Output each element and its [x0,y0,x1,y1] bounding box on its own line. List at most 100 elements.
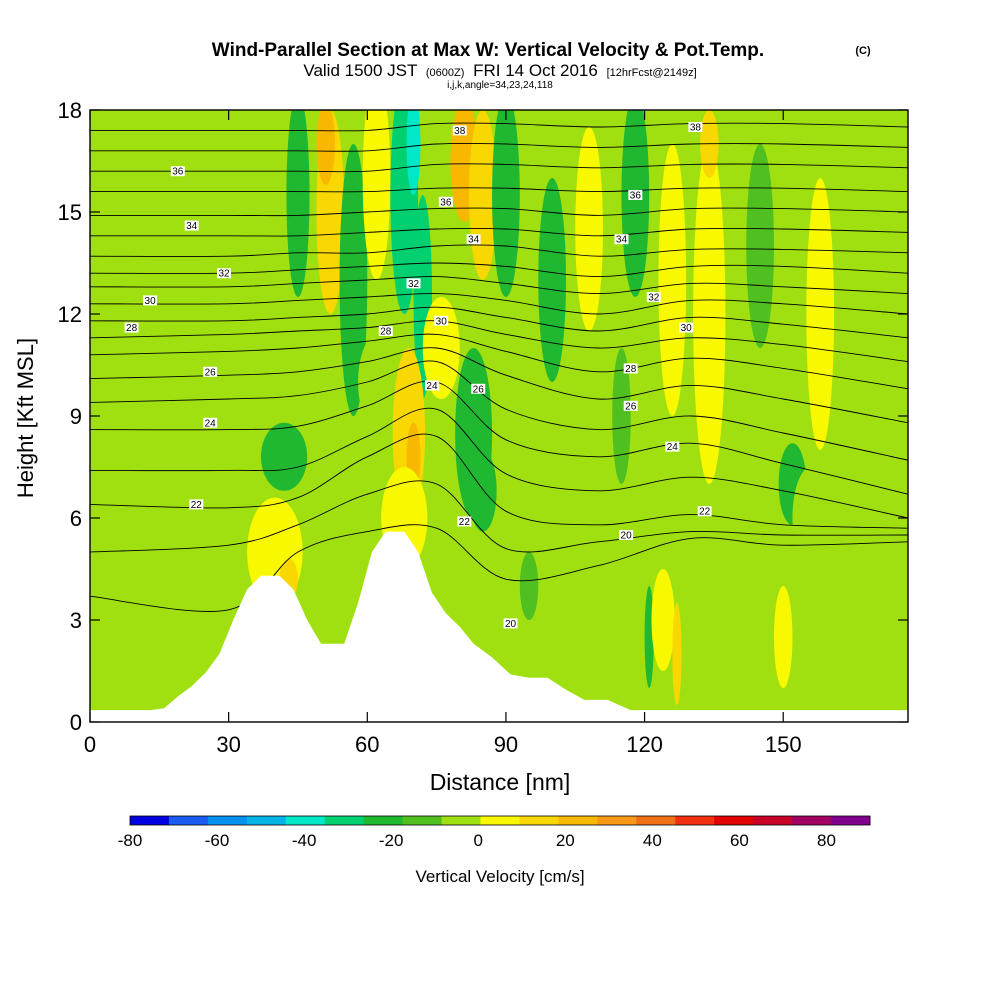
subtitle-utc: (0600Z) [426,67,465,79]
subtitle-indices: i,j,k,angle=34,23,24,118 [447,80,553,91]
velocity-cell-47 [741,382,779,518]
velocity-cell-50 [815,603,844,705]
velocity-cell-43 [746,144,774,348]
colorbar-swatch-1 [130,816,170,825]
contour-label-22: 24 [426,381,438,392]
contour-label-bg-12 [143,295,158,306]
x-tick-label-0: 0 [84,732,96,757]
contour-label-19: 26 [473,384,485,395]
theta-contour-38 [90,142,908,152]
contour-label-20: 26 [625,401,637,412]
colorbar-tick-label--60: -60 [205,831,230,850]
contour-label-7: 34 [468,235,480,246]
contour-label-10: 32 [408,279,420,290]
contour-label-bg-26 [697,506,712,517]
contour-label-3: 36 [172,167,184,178]
theta-contour-39 [90,122,908,132]
velocity-cell-31 [533,569,571,705]
theta-contour-30 [90,293,908,315]
x-tick-label-120: 120 [626,732,663,757]
chart-subtitle: Valid 1500 JST (0600Z) FRI 14 Oct 2016 [… [303,61,696,80]
contour-label-11: 32 [648,293,660,304]
colorbar-swatch-2 [168,816,209,825]
contour-label-bg-20 [623,400,638,411]
contour-label-bg-7 [466,234,481,245]
contour-label-15: 28 [126,323,138,334]
contour-label-23: 24 [667,442,679,453]
contour-label-8: 34 [616,235,628,246]
contour-label-bg-4 [438,196,453,207]
colorbar-tick-label-0: 0 [474,831,483,850]
velocity-cell-4 [173,494,238,576]
contour-label-24: 22 [191,500,203,511]
colorbar-tick-label-40: 40 [643,831,662,850]
title-mark: (C) [855,45,871,57]
x-axis-label: Distance [nm] [430,769,571,795]
velocity-cell-34 [612,348,631,484]
velocity-cell-10 [316,110,335,185]
velocity-cell-35 [621,110,650,297]
contour-label-bg-13 [434,315,449,326]
contour-label-16: 28 [380,327,392,338]
velocity-cell-48 [773,586,793,688]
contour-label-9: 32 [218,269,230,280]
x-tick-label-60: 60 [355,732,379,757]
colorbar-swatch-9 [441,816,481,825]
plot-area: 38 38 36 36 36 34 34 34 32 32 32 30 30 30 28 28 28 26 26 26… [90,110,908,722]
contour-label-bg-21 [203,417,218,428]
colorbar-swatch-3 [207,816,248,825]
colorbar-swatch-7 [363,816,404,825]
y-tick-label-18: 18 [58,98,82,123]
theta-contour-33 [90,244,908,257]
x-tick-label-90: 90 [494,732,518,757]
contour-label-bg-22 [424,380,439,391]
terrain-mask [90,531,908,722]
contour-label-bg-1 [452,125,467,136]
contour-label-13: 30 [436,316,448,327]
colorbar-swatch-15 [675,816,715,825]
theta-contour-31 [90,276,908,295]
y-tick-label-3: 3 [70,608,82,633]
contour-label-27: 20 [621,531,633,542]
y-tick-label-9: 9 [70,404,82,429]
contour-label-bg-6 [184,220,199,231]
theta-contour-28 [90,320,908,363]
colorbar-swatch-14 [636,816,676,825]
velocity-cell-33 [575,127,603,331]
y-tick-label-6: 6 [70,506,82,531]
contour-label-12: 30 [145,296,157,307]
contour-label-bg-11 [646,292,661,302]
colorbar-swatch-12 [558,816,598,825]
colorbar-swatch-18 [792,816,832,825]
contour-label-6: 34 [186,221,198,232]
contour-label-bg-28 [503,618,518,629]
theta-contour-22 [90,433,908,529]
theta-contour-35 [90,207,908,217]
colorbar-swatch-19 [831,816,871,825]
colorbar-frame [129,815,871,826]
velocity-cell-28 [515,280,543,484]
velocity-cell-30 [556,348,594,552]
theta-contour-34 [90,227,908,237]
y-axis-label: Height [Kft MSL] [13,338,38,498]
velocity-cell-40 [693,144,726,484]
contour-label-14: 30 [681,323,693,334]
velocity-cell-42 [723,552,751,688]
velocity-cell-17 [406,110,421,195]
velocity-cell-32 [519,552,539,620]
contour-label-bg-8 [614,234,629,245]
contour-label-bg-10 [406,278,421,289]
contour-label-bg-3 [170,166,185,177]
velocity-cell-5 [182,178,275,450]
velocity-cell-29 [538,178,567,382]
contour-label-25: 22 [459,517,471,528]
velocity-cell-3 [90,633,201,702]
contour-label-bg-19 [471,383,486,394]
contour-label-bg-15 [124,322,139,333]
theta-contour-26 [90,347,908,424]
theta-contour-24 [90,380,908,495]
colorbar-swatch-10 [480,816,520,825]
colorbar-swatch-5 [285,816,326,825]
contour-label-5: 36 [630,191,642,202]
